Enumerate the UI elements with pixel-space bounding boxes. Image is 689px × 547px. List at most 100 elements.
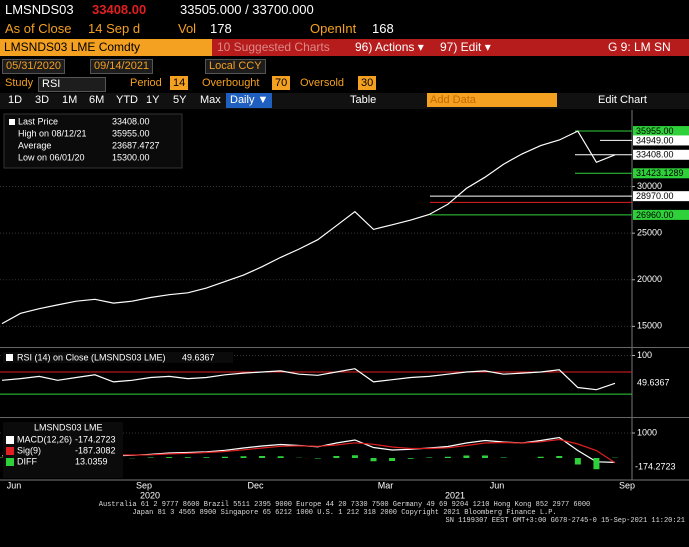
diff-bar	[407, 458, 414, 459]
vol-label: Vol	[178, 21, 197, 36]
legend-value: 15300.00	[112, 152, 150, 162]
footer-line: Japan 81 3 4565 8900 Singapore 65 6212 1…	[132, 509, 557, 517]
macd-axis-value: -174.2723	[635, 462, 676, 472]
stats-bar: As of Close 14 Sep d Vol 178 OpenInt 168	[0, 20, 689, 38]
quote-bar: LMSNDS03 33408.00 33505.000 / 33700.000	[0, 0, 689, 20]
range-button[interactable]: YTD	[116, 94, 138, 106]
start-date[interactable]: 05/31/2020	[2, 59, 66, 74]
diff-bar	[556, 456, 563, 458]
range-button[interactable]: 3D	[35, 94, 50, 106]
legend-value: 35955.00	[112, 128, 150, 138]
legend-label: Average	[18, 140, 51, 150]
level-label-box	[633, 191, 689, 202]
overbought-label: Overbought	[202, 77, 260, 89]
suggested-charts[interactable]: 10 Suggested Charts	[217, 40, 330, 54]
level-label: 35955.00	[636, 126, 674, 136]
y-tick-label: 30000	[637, 181, 662, 191]
price-legend: Last Price 33408.00 High on 08/12/21 35955.…	[3, 113, 183, 169]
legend-value: 23687.4727	[112, 140, 160, 150]
diff-bar	[370, 458, 377, 462]
diff-bar	[351, 455, 358, 458]
actions-menu[interactable]: 96) Actions ▾	[355, 40, 424, 54]
range-button[interactable]: 1M	[62, 94, 78, 106]
level-label: 26960.00	[636, 210, 674, 220]
menu-bar: LMSNDS03 LME Comdty 10 Suggested Charts …	[0, 39, 689, 56]
security[interactable]: LMSNDS03 LME Comdty	[0, 39, 212, 56]
diff-bar	[259, 456, 266, 458]
period-label: Period	[130, 77, 162, 89]
legend-swatch	[6, 447, 14, 455]
range-button[interactable]: 1Y	[146, 94, 160, 106]
edit-chart[interactable]: Edit Chart	[598, 94, 647, 106]
series-line	[1, 130, 616, 325]
diff-bar	[537, 456, 544, 458]
macd-legend-value: -187.3082	[75, 445, 116, 455]
range-button[interactable]: 1D	[8, 94, 23, 106]
diff-bar	[593, 458, 600, 470]
x-tick-label: Dec	[247, 480, 264, 490]
level-label-box	[633, 149, 689, 160]
study-label: Study	[5, 77, 34, 89]
end-date[interactable]: 09/14/2021	[90, 59, 154, 74]
diff-bar	[333, 456, 340, 458]
level-label: 31423.1289	[636, 168, 684, 178]
study[interactable]: RSI	[38, 77, 106, 92]
y-tick-label: 100	[637, 350, 652, 360]
range-button[interactable]: Max	[200, 94, 221, 106]
diff-bar	[574, 458, 581, 465]
frequency[interactable]: Daily ▼	[226, 93, 273, 108]
diff-bar	[166, 457, 173, 458]
level-label: 33408.00	[636, 150, 674, 160]
page-id: G 9: LM SN	[608, 40, 671, 54]
axis-background	[632, 110, 689, 482]
macd-legend-label: MACD(12,26)	[17, 434, 72, 444]
level-label: 28970.00	[636, 191, 674, 201]
study-bar: Study RSI Period 14 Overbought 70 Overso…	[0, 76, 689, 92]
overbought[interactable]: 70	[272, 76, 291, 90]
y-tick-label: 15000	[637, 321, 662, 331]
x-tick-label: Mar	[378, 480, 394, 490]
level-label-box	[633, 135, 689, 146]
x-tick-label: Sep	[619, 480, 635, 490]
diff-bar	[277, 456, 284, 458]
legend-box	[3, 113, 183, 169]
range-button[interactable]: 5Y	[173, 94, 187, 106]
series-line	[1, 368, 616, 391]
diff-bar	[389, 458, 396, 461]
oi: 168	[372, 21, 394, 36]
add-data[interactable]: Add Data	[427, 93, 557, 107]
vol: 178	[210, 21, 232, 36]
x-tick-label: Jun	[490, 480, 505, 490]
diff-bar	[500, 457, 507, 458]
legend-value: 33408.00	[112, 116, 150, 126]
range-button[interactable]: 6M	[89, 94, 105, 106]
legend-label: Last Price	[18, 116, 58, 126]
period[interactable]: 14	[170, 76, 189, 90]
level-label-box	[633, 209, 689, 220]
toolbar: Daily ▼ Table Add Data Edit Chart 1D 3D 1M…	[0, 93, 689, 109]
oversold[interactable]: 30	[358, 76, 377, 90]
diff-bar	[444, 456, 451, 458]
macd-title: LMSNDS03 LME	[34, 422, 103, 432]
level-label: 34949.00	[636, 135, 674, 145]
currency[interactable]: Local CCY	[205, 59, 266, 74]
diff-bar	[184, 457, 191, 458]
rsi-legend-label: RSI (14) on Close (LMSNDS03 LME)	[17, 352, 166, 362]
macd-legend-label: Sig(9)	[17, 445, 41, 455]
diff-bar	[221, 456, 228, 458]
diff-bar	[203, 457, 210, 458]
level-label-box	[633, 168, 689, 179]
rsi-axis-value: 49.6367	[637, 378, 670, 388]
diff-bar	[481, 455, 488, 458]
diff-bar	[314, 458, 321, 459]
macd-legend-label: DIFF	[17, 456, 37, 466]
close-date: 14 Sep d	[88, 21, 141, 36]
x-tick-label: Jun	[7, 480, 22, 490]
ticker: LMSNDS03	[5, 2, 74, 17]
edit-menu[interactable]: 97) Edit ▾	[440, 40, 491, 54]
rsi-legend-box	[3, 352, 233, 363]
date-bar: 05/31/2020 09/14/2021 Local CCY	[0, 58, 689, 74]
table-button[interactable]: Table	[350, 94, 377, 106]
macd-legend-box	[3, 422, 123, 478]
